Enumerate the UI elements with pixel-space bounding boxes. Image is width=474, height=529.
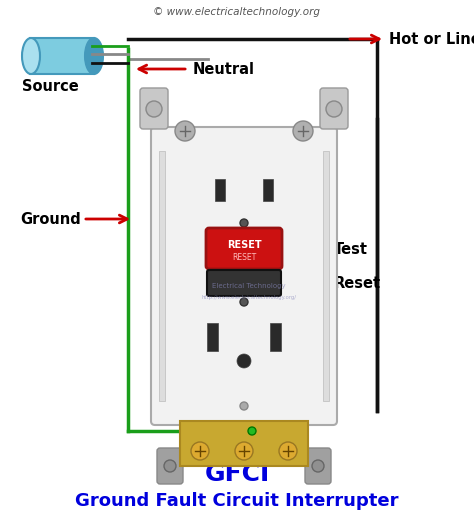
Bar [180,421,308,466]
Circle shape [240,219,248,227]
Ellipse shape [22,38,40,74]
Circle shape [175,121,195,141]
Circle shape [326,101,342,117]
Circle shape [240,298,248,306]
Text: Hot or Line: Hot or Line [389,32,474,47]
Bar [323,151,329,401]
Text: GFCI: GFCI [204,462,270,486]
Bar [159,151,165,401]
Text: RESET: RESET [232,253,256,262]
Circle shape [146,101,162,117]
Text: Test: Test [334,242,368,257]
Circle shape [293,121,313,141]
Text: Reset: Reset [334,276,381,290]
Text: Source: Source [22,79,79,94]
Bar [207,323,218,351]
Circle shape [248,427,256,435]
Ellipse shape [85,38,103,74]
FancyBboxPatch shape [206,228,282,269]
FancyBboxPatch shape [320,88,348,129]
FancyBboxPatch shape [157,448,183,484]
Circle shape [240,402,248,410]
Text: Ground Fault Circuit Interrupter: Ground Fault Circuit Interrupter [75,492,399,510]
Bar [270,323,281,351]
Text: Ground: Ground [20,212,81,226]
FancyBboxPatch shape [207,270,281,296]
Text: Electrical Technology: Electrical Technology [212,283,286,289]
Circle shape [279,442,297,460]
Bar [215,179,225,201]
Text: RESET: RESET [227,240,261,250]
Text: © www.electricaltechnology.org: © www.electricaltechnology.org [154,7,320,17]
FancyBboxPatch shape [305,448,331,484]
Circle shape [312,460,324,472]
Bar [263,179,273,201]
Circle shape [164,460,176,472]
Text: http://www.electricaltechnology.org/: http://www.electricaltechnology.org/ [201,296,297,300]
Circle shape [235,442,253,460]
FancyBboxPatch shape [30,38,94,74]
Circle shape [191,442,209,460]
Text: Neutral: Neutral [193,61,255,77]
FancyBboxPatch shape [140,88,168,129]
FancyBboxPatch shape [151,127,337,425]
Circle shape [237,354,251,368]
